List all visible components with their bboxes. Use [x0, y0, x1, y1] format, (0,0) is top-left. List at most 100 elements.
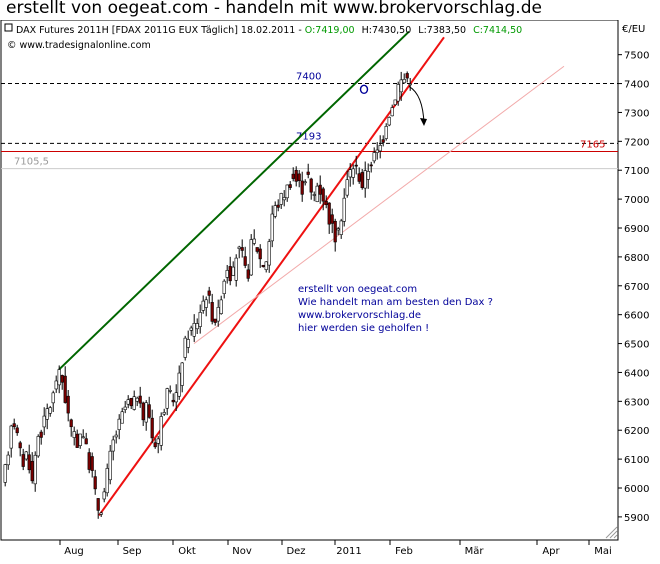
- candle-body: [363, 170, 367, 189]
- annotation-block: erstellt von oegeat.com Wie handelt man …: [298, 284, 493, 334]
- level-label-7193: 7193: [296, 131, 321, 142]
- x-tick-label-Aug: Aug: [64, 546, 84, 557]
- candle-body: [48, 407, 52, 414]
- y-tick-label-6100: 6100: [624, 455, 649, 466]
- candle-body: [279, 193, 283, 205]
- y-tick-label-6700: 6700: [624, 282, 649, 293]
- candle-body: [216, 307, 220, 322]
- candle-body: [390, 107, 394, 117]
- candle-body: [342, 197, 346, 222]
- candle-body: [180, 362, 184, 386]
- y-tick-label-7400: 7400: [624, 80, 649, 91]
- candle-body: [345, 179, 349, 196]
- trendlines-layer: [58, 30, 565, 517]
- candle-body: [3, 464, 7, 483]
- candle-body: [174, 392, 178, 403]
- candle-body: [210, 302, 214, 322]
- candle-body: [189, 327, 193, 331]
- level-label-7165: 7165: [580, 139, 605, 150]
- candle-body: [81, 436, 85, 439]
- y-tick-label-7500: 7500: [624, 51, 649, 62]
- candle-body: [171, 399, 175, 403]
- candle-body: [102, 491, 106, 500]
- candle-body: [264, 261, 268, 270]
- annotation-line-3: www.brokervorschlag.de: [298, 310, 421, 321]
- candle-body: [228, 266, 232, 282]
- candle-body: [384, 126, 388, 139]
- y-tick-label-6200: 6200: [624, 426, 649, 437]
- candle-body: [360, 172, 364, 188]
- candle-body: [381, 139, 385, 143]
- candle-body: [282, 197, 286, 201]
- y-tick-label-5900: 5900: [624, 513, 649, 524]
- info-close: C:7414,50: [473, 25, 522, 36]
- candle-body: [162, 412, 166, 415]
- x-tick-label-Mär: Mär: [465, 546, 485, 557]
- candle-body: [351, 168, 355, 178]
- candle-body: [90, 456, 94, 471]
- candle-body: [267, 241, 271, 266]
- x-tick-label-Okt: Okt: [178, 546, 196, 557]
- y-tick-label-7100: 7100: [624, 166, 649, 177]
- y-tick-label-6000: 6000: [624, 484, 649, 495]
- candle-body: [183, 337, 187, 358]
- candle-body: [285, 184, 289, 199]
- candle-body: [105, 468, 109, 494]
- candle-body: [369, 164, 373, 167]
- candle-body: [357, 173, 361, 182]
- y-tick-label-7300: 7300: [624, 108, 649, 119]
- candle-body: [321, 188, 325, 202]
- candle-body: [84, 438, 88, 445]
- candle-body: [387, 117, 391, 126]
- candle-body: [21, 454, 25, 467]
- trendline-faint: [193, 65, 565, 344]
- y-tick-label-6300: 6300: [624, 397, 649, 408]
- resize-grip-icon[interactable]: [605, 526, 618, 539]
- candle-body: [213, 318, 217, 323]
- x-tick-label-Apr: Apr: [542, 546, 560, 557]
- candle-body: [135, 397, 139, 402]
- annotation-line-2: Wie handelt man am besten den Dax ?: [298, 297, 493, 308]
- candle-body: [51, 392, 55, 404]
- x-tick-label-Dez: Dez: [286, 546, 305, 557]
- candle-body: [30, 460, 34, 482]
- annotation-line-4: hier werden sie geholfen !: [298, 323, 429, 334]
- candle-body: [33, 454, 37, 485]
- candle-body: [144, 402, 148, 423]
- candle-body: [45, 408, 49, 420]
- unit-label: €/EU: [622, 24, 645, 35]
- candle-body: [234, 257, 238, 281]
- candle-body: [339, 220, 343, 235]
- y-tick-label-6600: 6600: [624, 311, 649, 322]
- chart-headline: erstellt von oegeat.com - handeln mit ww…: [6, 0, 542, 18]
- candle-body: [72, 431, 76, 438]
- candle-body: [126, 399, 130, 405]
- candle-body: [186, 339, 190, 348]
- candle-body: [42, 415, 46, 428]
- candle-body: [66, 395, 70, 414]
- level-label-7400: 7400: [296, 72, 321, 83]
- candle-body: [141, 402, 145, 421]
- candle-body: [372, 152, 376, 162]
- candle-body: [99, 512, 103, 515]
- candle-body: [192, 323, 196, 337]
- candle-body: [36, 436, 40, 457]
- candle-body: [150, 417, 154, 439]
- candle-body: [366, 171, 370, 180]
- candle-body: [27, 454, 31, 471]
- candle-body: [168, 390, 172, 392]
- candle-body: [9, 425, 13, 449]
- copyright-text: © www.tradesignalonline.com: [7, 40, 151, 51]
- annotation-line-1: erstellt von oegeat.com: [298, 284, 417, 295]
- info-line: DAX Futures 2011H [FDAX 2011G EUX Täglic…: [16, 25, 522, 36]
- candle-body: [6, 454, 10, 466]
- candle-body: [123, 406, 127, 410]
- candle-body: [93, 476, 97, 490]
- candle-body: [318, 184, 322, 195]
- candle-body: [156, 438, 160, 444]
- candle-body: [297, 173, 301, 181]
- candles-layer: [3, 71, 412, 519]
- candle-body: [207, 290, 211, 296]
- candle-body: [57, 369, 61, 386]
- candle-body: [24, 451, 28, 460]
